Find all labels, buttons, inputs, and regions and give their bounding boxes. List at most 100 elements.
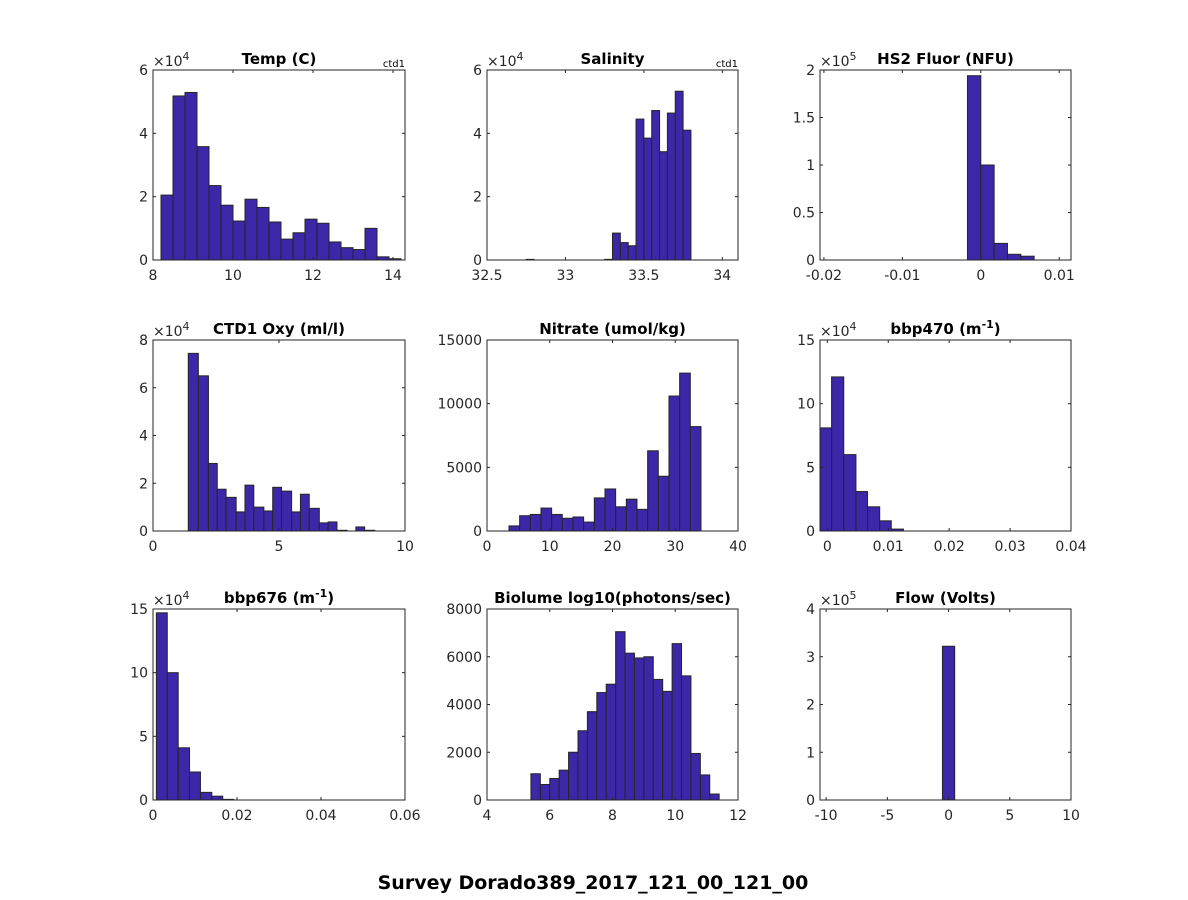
histogram-bar (709, 793, 720, 801)
y-tick-label: 0 (806, 524, 815, 540)
histogram-bar (189, 771, 201, 801)
histogram-bar (831, 376, 845, 532)
y-tick-label: 0 (806, 793, 815, 809)
histogram-bar (941, 645, 956, 801)
histogram-bar (682, 129, 692, 261)
y-tick-label: 2 (806, 63, 815, 79)
x-tick-label: 0.03 (994, 539, 1025, 555)
histogram-bar (256, 206, 270, 261)
y-tick-label: 0 (139, 253, 148, 269)
histogram-bar (662, 690, 673, 801)
x-tick-label: 0 (483, 539, 492, 555)
x-tick-label: 0.01 (1044, 268, 1075, 284)
subplot-2: 32.5 33 33.5 34 0 2 4 6 ×104 Salinity ctd1 (471, 50, 739, 284)
histogram-bar (572, 516, 585, 532)
x-tick-label: 20 (604, 539, 622, 555)
x-tick-label: 0.06 (389, 808, 420, 824)
histogram-bar (633, 657, 645, 801)
subplot-annotation: ctd1 (383, 59, 405, 70)
y-exponent-label: ×104 (153, 320, 190, 340)
histogram-bar (652, 678, 664, 801)
subplot-title: Biolume log10(photons/sec) (494, 589, 731, 607)
x-tick-label: 32.5 (471, 268, 502, 284)
x-tick-label: 10 (396, 539, 414, 555)
histogram-bar (352, 249, 366, 261)
histogram-bar (647, 450, 659, 532)
histogram-bar (166, 672, 179, 801)
histogram-bar (318, 522, 329, 532)
histogram-bar (690, 752, 701, 801)
histogram-bar (980, 164, 995, 261)
figure-suptitle: Survey Dorado389_2017_121_00_121_00 (378, 872, 809, 894)
histogram-bar (208, 185, 222, 261)
histogram-bar (280, 238, 294, 261)
histogram-bar (508, 525, 521, 532)
y-tick-label: 10000 (437, 397, 482, 413)
histogram-bar (1020, 255, 1035, 261)
histogram-bar (291, 511, 301, 532)
y-tick-label: 1 (806, 158, 815, 174)
histogram-bar (196, 146, 210, 261)
subplot-1: 8 10 12 14 0 2 4 6 ×104 Temp (C) ctd1 (139, 50, 406, 284)
histogram-bar (855, 491, 869, 532)
histogram-bar (593, 497, 606, 532)
y-tick-label: 4000 (446, 698, 482, 714)
histogram-bar (551, 513, 563, 532)
y-tick-label: 4 (473, 126, 482, 142)
x-tick-label: 33 (557, 268, 575, 284)
histogram-bar (549, 778, 560, 801)
axes-box (819, 339, 1072, 532)
histogram-bar (966, 75, 982, 261)
y-tick-label: 5 (806, 460, 815, 476)
y-tick-label: 5 (139, 729, 148, 745)
histogram-bar (268, 221, 282, 261)
x-tick-label: 0 (944, 808, 953, 824)
histogram-bar (253, 506, 265, 532)
histogram-bar (539, 783, 551, 801)
subplot-title: bbp676 (m-1) (224, 587, 334, 607)
subplot-7: 0 0.02 0.04 0.06 0 5 10 15 ×104 bbp676 (m-1) (130, 587, 421, 824)
x-tick-label: 0 (149, 539, 158, 555)
histogram-bar (671, 643, 683, 801)
histogram-bar (199, 791, 213, 801)
histogram-bar (220, 204, 234, 261)
histogram-bar (292, 232, 306, 261)
histogram-bar (561, 517, 574, 532)
histogram-bar (615, 631, 626, 801)
y-tick-label: 4 (806, 602, 815, 618)
histogram-bar (519, 515, 531, 532)
subplot-title: Nitrate (umol/kg) (539, 320, 686, 338)
histogram-bar (699, 774, 711, 801)
x-tick-label: 0 (823, 539, 832, 555)
histogram-bar (666, 112, 676, 261)
y-tick-label: 15 (130, 602, 148, 618)
histogram-bar (619, 242, 629, 261)
histogram-bar (668, 395, 681, 532)
y-tick-label: 3 (806, 650, 815, 666)
y-tick-label: 2 (473, 190, 482, 206)
x-tick-label: 0.02 (221, 808, 252, 824)
histogram-bar (530, 773, 541, 801)
histogram-bar (225, 496, 237, 532)
histogram-bar (529, 513, 542, 532)
y-tick-label: 15000 (437, 333, 482, 349)
histogram-bar (216, 488, 227, 532)
x-tick-label: 0 (149, 808, 158, 824)
y-tick-label: 6 (139, 381, 148, 397)
histogram-bar (674, 90, 684, 261)
subplot-8: 4 6 8 10 12 0 2000 4000 6000 8000 Biolume log10(ph… (446, 589, 747, 824)
y-exponent-label: ×104 (820, 320, 857, 340)
histogram-bar (244, 484, 255, 532)
x-tick-label: 5 (275, 539, 284, 555)
histogram-bar (355, 526, 366, 532)
subplot-3: -0.02 -0.01 0 0.01 0 0.5 1 1.5 2 ×105 HS2 Fluor (N… (793, 50, 1075, 284)
histogram-bar (263, 510, 274, 532)
x-tick-label: -5 (880, 808, 894, 824)
axes-box (486, 69, 739, 261)
subplot-6: 0 0.01 0.02 0.03 0.04 0 5 10 15 ×104 bbp470 (m-1) (797, 318, 1087, 555)
histogram-bar (993, 242, 1008, 261)
x-tick-label: 4 (483, 808, 492, 824)
histogram-bar (879, 520, 892, 532)
y-tick-label: 6 (473, 63, 482, 79)
histogram-bar (540, 507, 553, 532)
